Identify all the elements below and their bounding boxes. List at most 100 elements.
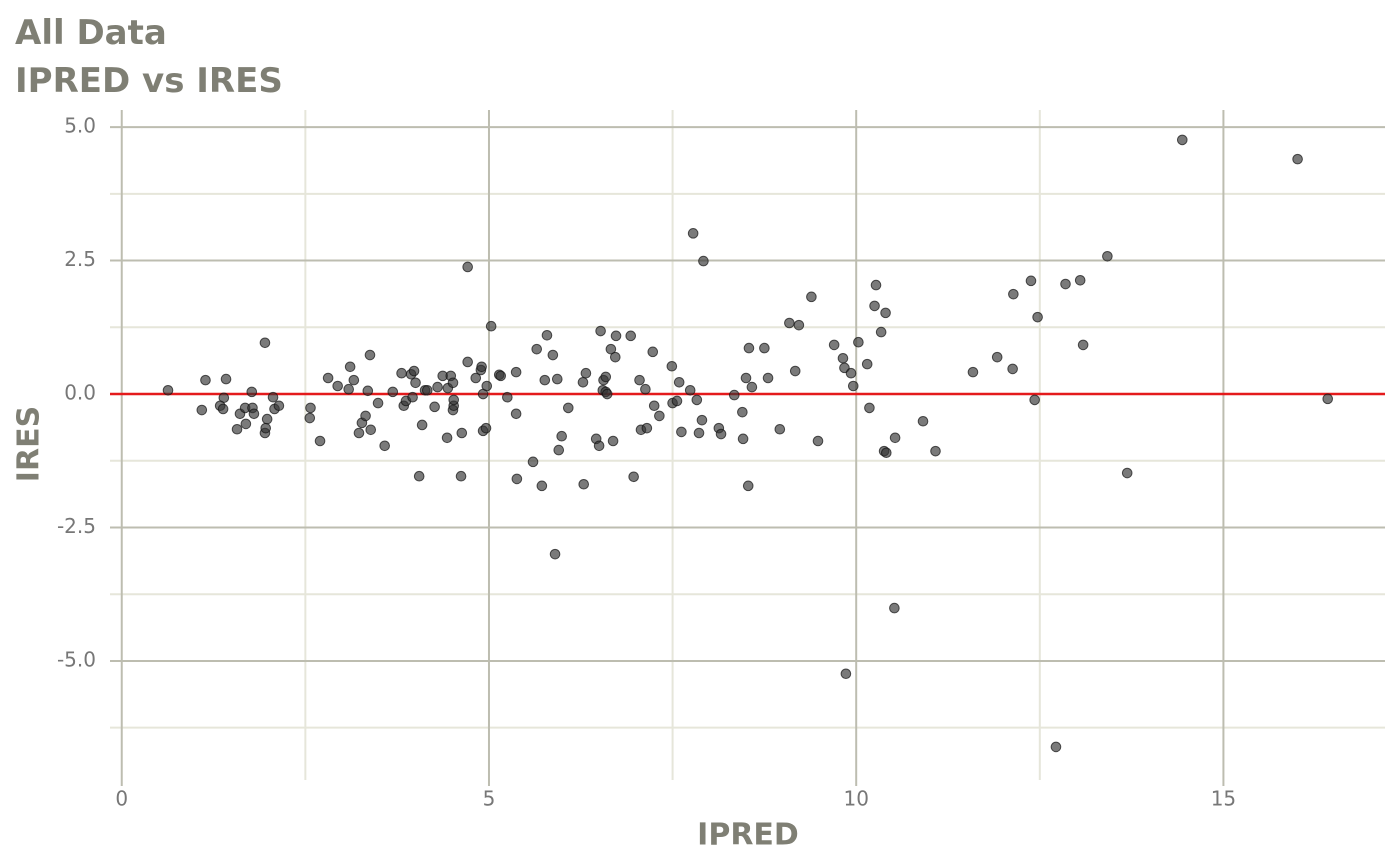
- point: [676, 426, 687, 438]
- point: [248, 408, 260, 420]
- point: [698, 255, 709, 267]
- point: [259, 337, 271, 349]
- point: [1102, 250, 1113, 262]
- point: [828, 339, 840, 351]
- point: [625, 330, 637, 342]
- y-axis-title: IRES: [12, 406, 47, 482]
- y-tick-label: 0.0: [64, 381, 96, 405]
- y-tick-label: -2.5: [57, 514, 96, 538]
- point: [495, 370, 507, 382]
- point: [462, 356, 473, 368]
- point: [343, 383, 354, 395]
- point: [870, 279, 882, 291]
- point: [696, 414, 708, 426]
- point: [742, 480, 754, 492]
- point: [869, 300, 880, 312]
- point: [666, 360, 678, 372]
- point: [774, 423, 786, 435]
- point: [531, 343, 543, 355]
- point: [1322, 393, 1334, 405]
- point: [691, 394, 703, 406]
- point: [220, 373, 232, 385]
- point: [607, 435, 619, 447]
- point: [510, 366, 522, 378]
- x-tick-label: 0: [115, 787, 128, 811]
- point: [654, 410, 665, 422]
- point: [344, 361, 356, 373]
- point: [441, 432, 453, 444]
- point: [641, 422, 653, 434]
- point: [485, 320, 497, 332]
- point: [812, 435, 824, 447]
- point: [930, 445, 941, 457]
- point: [845, 367, 857, 379]
- point: [861, 358, 873, 370]
- point: [365, 424, 377, 436]
- chart-subtitle: IPRED vs IRES: [15, 61, 283, 101]
- point: [240, 418, 252, 430]
- point: [610, 330, 622, 342]
- point: [410, 377, 421, 389]
- y-tick-label: -5.0: [57, 647, 96, 671]
- point: [162, 384, 174, 396]
- point: [1292, 153, 1303, 165]
- point: [853, 336, 864, 348]
- point: [648, 400, 660, 412]
- point: [600, 371, 612, 383]
- point: [510, 408, 522, 420]
- point: [1008, 288, 1019, 300]
- point: [553, 444, 565, 456]
- point: [332, 380, 343, 392]
- point: [549, 548, 561, 560]
- point: [917, 415, 929, 427]
- point: [407, 391, 418, 403]
- point: [413, 470, 425, 482]
- point: [880, 307, 891, 319]
- point: [261, 413, 273, 425]
- point: [246, 386, 258, 398]
- point: [784, 317, 795, 329]
- point: [551, 373, 563, 385]
- point: [372, 397, 384, 409]
- point: [737, 433, 749, 445]
- point: [1176, 134, 1188, 146]
- point: [396, 367, 407, 379]
- point: [840, 668, 852, 680]
- x-tick-label: 15: [1211, 787, 1236, 811]
- point: [541, 329, 553, 341]
- point: [556, 430, 567, 442]
- point: [196, 404, 208, 416]
- point: [353, 427, 365, 439]
- point: [455, 470, 467, 482]
- point: [593, 440, 605, 452]
- point: [462, 261, 473, 273]
- point: [480, 422, 492, 434]
- point: [429, 401, 440, 413]
- y-tick-label: 5.0: [64, 114, 96, 138]
- point: [304, 412, 316, 424]
- point: [408, 365, 420, 377]
- point: [889, 602, 900, 614]
- point: [671, 395, 683, 407]
- point: [470, 372, 482, 384]
- point: [746, 381, 758, 393]
- point: [628, 471, 639, 483]
- y-tick-label: 2.5: [64, 247, 96, 271]
- x-tick-label: 10: [843, 787, 868, 811]
- point: [875, 326, 887, 338]
- point: [1121, 467, 1133, 479]
- point: [1029, 394, 1040, 406]
- point: [762, 372, 774, 384]
- point: [562, 402, 574, 414]
- x-axis-title: IPRED: [697, 818, 799, 853]
- point: [217, 403, 229, 415]
- point: [476, 361, 487, 373]
- point: [421, 384, 433, 396]
- point: [364, 349, 376, 361]
- point: [539, 374, 551, 386]
- point: [577, 376, 589, 388]
- point: [580, 367, 592, 379]
- point: [305, 402, 316, 414]
- point: [595, 325, 606, 337]
- point: [728, 389, 740, 401]
